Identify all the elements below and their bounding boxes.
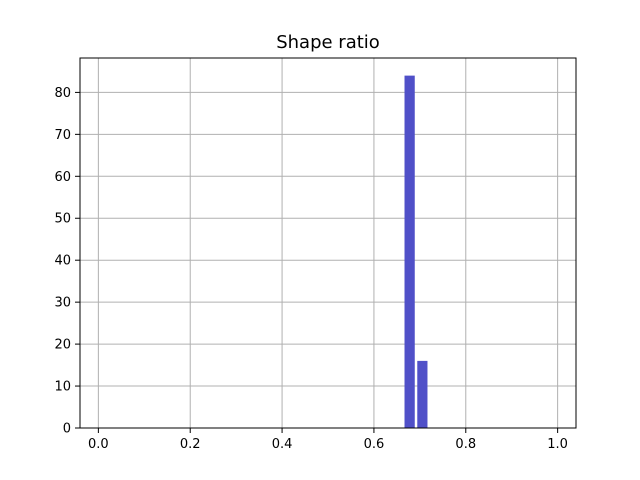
y-tick-label: 80 xyxy=(54,86,71,101)
grid-lines xyxy=(80,58,576,429)
y-tick-label: 0 xyxy=(63,422,71,437)
y-tick-label: 70 xyxy=(54,128,71,143)
x-tick-label: 0.6 xyxy=(364,437,385,452)
x-tick-label: 0.0 xyxy=(88,437,109,452)
x-tick-label: 1.0 xyxy=(547,437,568,452)
y-tick-label: 30 xyxy=(54,296,71,311)
x-tick-label: 0.2 xyxy=(180,437,201,452)
histogram-bar xyxy=(417,360,428,428)
x-tick-label: 0.4 xyxy=(272,437,293,452)
y-tick-label: 10 xyxy=(54,380,71,395)
axis-ticks: 0.0 0.2 0.4 0.6 0.8 1.0 0 10 20 30 40 50 60 70 80 xyxy=(54,86,568,452)
histogram-bar xyxy=(404,75,415,428)
chart-title: Shape ratio xyxy=(276,32,380,53)
y-tick-label: 60 xyxy=(54,170,71,185)
x-tick-label: 0.8 xyxy=(455,437,476,452)
y-tick-label: 20 xyxy=(54,338,71,353)
y-tick-label: 50 xyxy=(54,212,71,227)
bars xyxy=(404,75,428,428)
axes-frame xyxy=(79,57,577,429)
y-tick-label: 40 xyxy=(54,254,71,269)
